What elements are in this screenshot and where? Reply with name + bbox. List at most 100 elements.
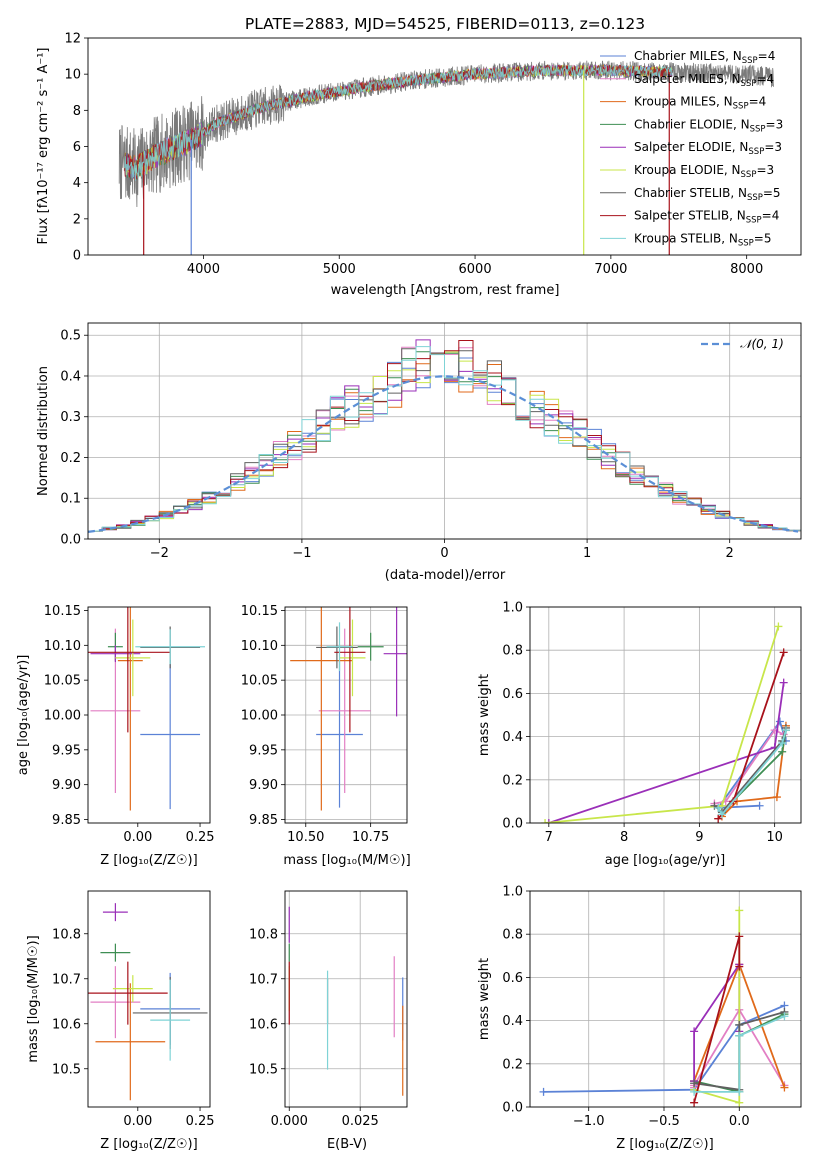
y-tick-label: 8	[73, 104, 81, 119]
y-tick-label: 6	[73, 140, 81, 155]
x-tick-label: 0.00	[123, 830, 152, 845]
weight-point	[544, 819, 553, 823]
x-tick-label: 7000	[594, 262, 627, 277]
weight-point	[690, 1027, 699, 1036]
y-tick-label: 0.0	[502, 1101, 523, 1116]
x-tick-label: 4000	[187, 262, 220, 277]
axes-frame	[87, 322, 802, 540]
mass-vs-Z-xlabel: Z [log₁₀(Z/Z☉)]	[100, 1137, 197, 1152]
legend-label: Chabrier ELODIE, NSSP=3	[634, 117, 783, 134]
age-vs-Z-panel: 0.00 0.25 9.85 9.90 9.95 10.00 10.05 10.10 10.15	[44, 604, 215, 845]
x-tick-label: 10.50	[287, 830, 324, 845]
x-tick-label: 8000	[730, 262, 763, 277]
y-tick-label: 0.4	[502, 730, 523, 745]
y-tick-label: 4	[73, 176, 81, 191]
axes-frame	[529, 606, 802, 824]
x-tick-label: 7	[545, 830, 553, 845]
weight-point	[735, 1098, 744, 1107]
x-tick-label: 5000	[323, 262, 356, 277]
mass-vs-EBV-panel: 0.000 0.025 10.5 10.6 10.7 10.8	[249, 890, 408, 1129]
histogram-step	[88, 346, 801, 532]
weight-vs-age-panel: 7 8 9 10 0.0 0.2 0.4 0.6 0.8 1.0	[502, 601, 802, 845]
legend-subscript: SSP	[741, 170, 757, 180]
x-tick-label: −2	[150, 546, 169, 561]
legend-subscript: SSP	[738, 238, 754, 248]
y-tick-label: 9.85	[249, 813, 278, 828]
x-tick-label: 0.025	[342, 1114, 379, 1129]
weight-line	[543, 1004, 785, 1093]
age-vs-mass-panel: 10.50 10.75 9.85 9.90 9.95 10.00 10.05 10.10 10.…	[241, 604, 408, 845]
x-tick-label: 1	[583, 546, 591, 561]
weight-line	[545, 626, 780, 823]
y-tick-label: 12	[64, 32, 81, 47]
weight-point	[779, 678, 788, 687]
y-tick-label: 0.8	[502, 928, 523, 943]
plot-area	[118, 60, 774, 255]
legend-label: Kroupa MILES, NSSP=4	[634, 95, 766, 112]
plot-area	[541, 622, 790, 823]
weight-point	[714, 814, 723, 823]
weight-point	[735, 1087, 744, 1096]
weight-line	[716, 719, 787, 809]
model-spectrum-line	[124, 64, 673, 181]
legend-count: =4	[756, 72, 774, 86]
legend-label: Salpeter STELIB, NSSP=4	[634, 209, 779, 226]
mass-vs-Z-ylabel: mass [log₁₀(M/M☉)]	[26, 935, 41, 1062]
y-tick-label: 10.6	[52, 1017, 81, 1032]
y-tick-label: 0.0	[502, 817, 523, 832]
residuals-xlabel: (data-model)/error	[385, 568, 506, 583]
y-tick-label: 0.0	[60, 533, 81, 548]
y-tick-label: 0.3	[60, 410, 81, 425]
plot-area	[290, 607, 407, 811]
y-tick-label: 9.85	[52, 813, 81, 828]
y-tick-label: 9.95	[249, 743, 278, 758]
legend-count: =3	[764, 140, 782, 154]
legend-count: =5	[754, 231, 772, 245]
x-tick-label: 0.00	[123, 1114, 152, 1129]
weight-point	[541, 819, 550, 823]
x-tick-label: −1.0	[573, 1114, 605, 1129]
y-tick-label: 0.2	[60, 451, 81, 466]
y-tick-label: 10	[64, 68, 81, 83]
y-tick-label: 0.5	[60, 329, 81, 344]
y-tick-label: 10.00	[44, 709, 81, 724]
x-tick-label: −1	[292, 546, 311, 561]
spectrum-panel: 4000 5000 6000 7000 8000 0 2 4 6 8 10 12 Chabrier MI…	[64, 32, 802, 277]
plot-area	[88, 339, 801, 533]
weight-point	[778, 747, 787, 756]
weight-point	[690, 1087, 699, 1096]
legend-label: Salpeter ELODIE, NSSP=3	[634, 140, 782, 157]
y-tick-label: 10.10	[44, 639, 81, 654]
weight-point	[735, 1031, 744, 1040]
x-tick-label: 0.25	[186, 830, 215, 845]
y-tick-label: 10.00	[241, 709, 278, 724]
weight-vs-Z-xlabel: Z [log₁₀(Z/Z☉)]	[616, 1137, 713, 1152]
spectrum-xlabel: wavelength [Angstrom, rest frame]	[331, 283, 560, 298]
y-tick-label: 10.05	[44, 674, 81, 689]
y-tick-label: 10.05	[241, 674, 278, 689]
y-tick-label: 10.15	[241, 604, 278, 619]
legend-subscript: SSP	[733, 102, 749, 112]
y-tick-label: 0.4	[502, 1014, 523, 1029]
legend-count: =3	[766, 117, 784, 131]
y-tick-label: 1.0	[502, 885, 523, 900]
legend-label: Kroupa STELIB, NSSP=5	[634, 231, 772, 248]
legend-subscript: SSP	[750, 124, 766, 134]
plot-area	[539, 906, 789, 1107]
y-tick-label: 9.90	[249, 778, 278, 793]
weight-point	[772, 793, 781, 802]
x-tick-label: 9	[695, 830, 703, 845]
plot-area	[288, 906, 404, 1096]
legend-count: =4	[749, 95, 767, 109]
legend-label: Kroupa ELODIE, NSSP=3	[634, 163, 774, 180]
y-tick-label: 0.1	[60, 492, 81, 507]
plot-area	[88, 903, 208, 1101]
age-vs-mass-xlabel: mass [log₁₀(M/M☉)]	[283, 853, 410, 868]
legend-subscript: SSP	[746, 216, 762, 226]
legend-label: Chabrier MILES, NSSP=4	[634, 49, 775, 66]
weight-point	[539, 1087, 548, 1096]
y-tick-label: 9.95	[52, 743, 81, 758]
weight-vs-age-xlabel: age [log₁₀(age/yr)]	[605, 853, 726, 868]
x-tick-label: 10.75	[352, 830, 389, 845]
weight-point	[781, 726, 790, 735]
